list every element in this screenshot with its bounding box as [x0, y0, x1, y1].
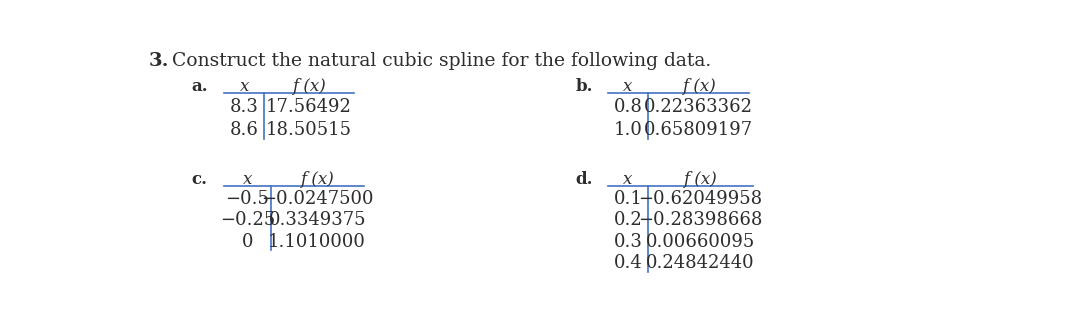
Text: f (x): f (x) [292, 78, 326, 95]
Text: Construct the natural cubic spline for the following data.: Construct the natural cubic spline for t… [172, 51, 712, 69]
Text: f (x): f (x) [681, 78, 715, 95]
Text: 18.50515: 18.50515 [266, 121, 352, 139]
Text: 17.56492: 17.56492 [266, 98, 352, 116]
Text: 8.6: 8.6 [230, 121, 259, 139]
Text: 0.1: 0.1 [613, 190, 643, 208]
Text: x: x [243, 171, 252, 188]
Text: 0.22363362: 0.22363362 [644, 98, 753, 116]
Text: −0.0247500: −0.0247500 [261, 190, 374, 208]
Text: 0.3349375: 0.3349375 [268, 211, 366, 229]
Text: 1.1010000: 1.1010000 [268, 233, 366, 251]
Text: 0.2: 0.2 [613, 211, 643, 229]
Text: 8.3: 8.3 [230, 98, 259, 116]
Text: 0.4: 0.4 [613, 254, 643, 272]
Text: −0.5: −0.5 [226, 190, 269, 208]
Text: −0.25: −0.25 [219, 211, 275, 229]
Text: x: x [623, 171, 633, 188]
Text: 1.0: 1.0 [613, 121, 643, 139]
Text: c.: c. [191, 171, 207, 188]
Text: 0.3: 0.3 [613, 233, 643, 251]
Text: 0.24842440: 0.24842440 [646, 254, 755, 272]
Text: −0.62049958: −0.62049958 [638, 190, 762, 208]
Text: f (x): f (x) [300, 171, 334, 188]
Text: x: x [623, 78, 633, 95]
Text: 3.: 3. [149, 51, 170, 69]
Text: a.: a. [191, 78, 208, 95]
Text: 0.65809197: 0.65809197 [644, 121, 753, 139]
Text: b.: b. [576, 78, 593, 95]
Text: −0.28398668: −0.28398668 [638, 211, 762, 229]
Text: 0.8: 0.8 [613, 98, 643, 116]
Text: 0.00660095: 0.00660095 [646, 233, 755, 251]
Text: 0: 0 [242, 233, 253, 251]
Text: d.: d. [576, 171, 593, 188]
Text: f (x): f (x) [684, 171, 717, 188]
Text: x: x [240, 78, 249, 95]
